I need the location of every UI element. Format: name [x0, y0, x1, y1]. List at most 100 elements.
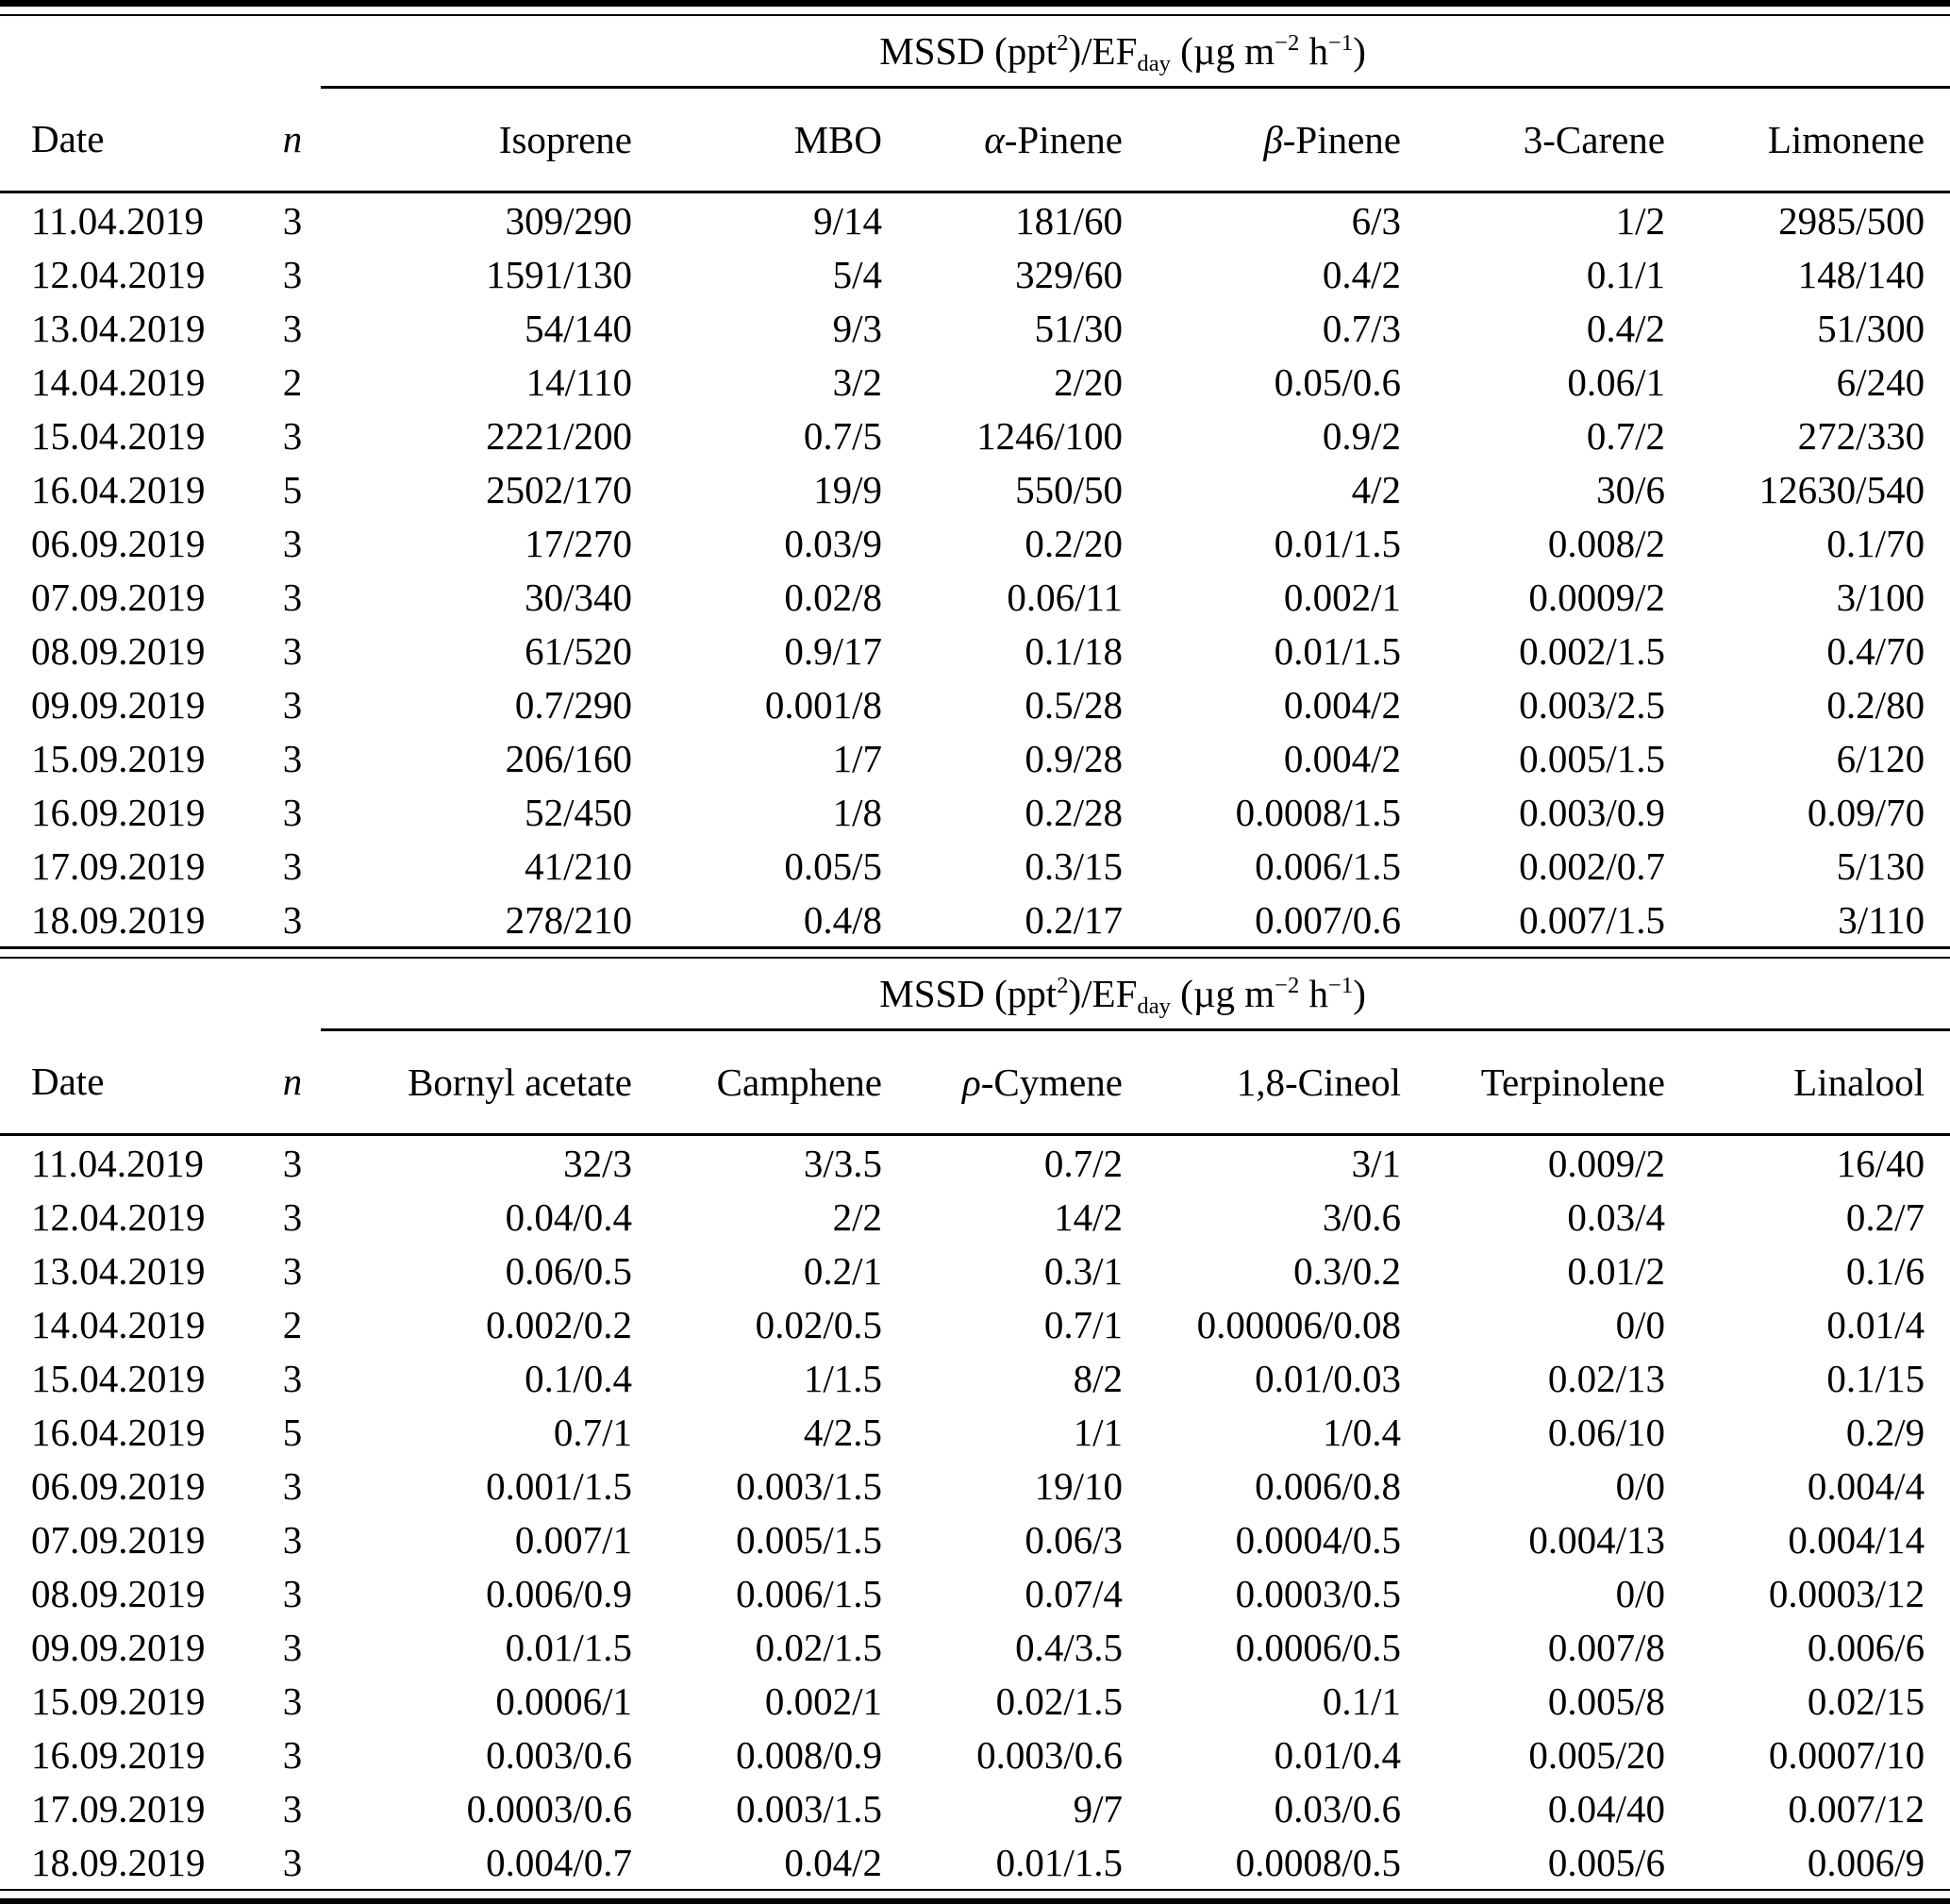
cell: 1/7	[832, 736, 882, 780]
cell: 206/160	[505, 736, 632, 780]
mssd-ef-table-upper: MSSD (ppt2)/EFday (µg m−2 h−1) Date n Isop…	[0, 16, 1950, 946]
cell: 12.04.2019	[31, 1194, 206, 1239]
cell: 41/210	[525, 843, 632, 888]
cell: 0.005/8	[1547, 1679, 1665, 1723]
cell: 4/2	[1351, 467, 1401, 511]
cell: 51/30	[1034, 306, 1123, 350]
table-row: 18.09.2019 3 0.004/0.7 0.04/2 0.01/1.5 0.0008…	[0, 1835, 1950, 1889]
cell: 14.04.2019	[31, 359, 206, 404]
unit-header-part: −1	[1328, 972, 1354, 998]
cell: 0.007/8	[1547, 1625, 1665, 1669]
table-row: 13.04.2019 3 54/140 9/3 51/30 0.7/3 0.4/2 51/30…	[0, 301, 1950, 355]
cell: 0.002/0.2	[486, 1302, 632, 1346]
cell: 0.006/6	[1807, 1625, 1925, 1669]
cell: 6/3	[1351, 198, 1401, 242]
cell: 0.0003/0.5	[1235, 1571, 1401, 1615]
cell: 0.9/17	[784, 628, 882, 673]
table-row: 12.04.2019 3 0.04/0.4 2/2 14/2 3/0.6 0.03/4 0.2…	[0, 1190, 1950, 1244]
cell: 0/0	[1615, 1571, 1665, 1615]
cell: 3	[282, 413, 303, 458]
cell: 0.06/0.5	[505, 1248, 632, 1293]
table-row: 13.04.2019 3 0.06/0.5 0.2/1 0.3/1 0.3/0.2 0.01…	[0, 1244, 1950, 1297]
bottom-rule-heavy	[0, 1898, 1950, 1904]
cell: 0.01/0.03	[1255, 1356, 1401, 1400]
cell: 1/1.5	[803, 1356, 882, 1400]
cell: 0.3/1	[1043, 1248, 1123, 1293]
table-row: 07.09.2019 3 30/340 0.02/8 0.06/11 0.002/1 0.0…	[0, 570, 1950, 624]
cell: 0/0	[1615, 1463, 1665, 1508]
cell: 0.006/1.5	[736, 1571, 882, 1615]
cell: 0.01/4	[1826, 1302, 1925, 1346]
cell: 0.0008/1.5	[1235, 790, 1401, 834]
cell: 0.003/0.6	[976, 1732, 1123, 1777]
cell: 0.006/9	[1807, 1840, 1925, 1884]
cell: 2/2	[832, 1194, 882, 1239]
cell: 06.09.2019	[31, 521, 206, 565]
cell: 54/140	[525, 306, 632, 350]
table-row: 16.09.2019 3 0.003/0.6 0.008/0.9 0.003/0.6 0.…	[0, 1728, 1950, 1781]
cell: 0.0003/12	[1768, 1571, 1925, 1615]
cell: 0.00006/0.08	[1196, 1302, 1401, 1346]
column-header: 3-Carene	[1401, 87, 1665, 193]
column-header: Camphene	[632, 1029, 882, 1136]
unit-header-row: MSSD (ppt2)/EFday (µg m−2 h−1)	[0, 16, 1950, 89]
cell: 0.2/7	[1845, 1194, 1925, 1239]
cell: 0.003/0.9	[1519, 790, 1665, 834]
column-header: Limonene	[1665, 87, 1950, 193]
table-row: 06.09.2019 3 0.001/1.5 0.003/1.5 19/10 0.006/…	[0, 1459, 1950, 1512]
cell: 329/60	[1015, 252, 1123, 296]
table-row: 16.04.2019 5 0.7/1 4/2.5 1/1 1/0.4 0.06/10 0.2/…	[0, 1405, 1950, 1459]
cell: 0.004/0.7	[486, 1840, 632, 1884]
cell: 1246/100	[976, 413, 1123, 458]
cell: 18.09.2019	[31, 897, 206, 942]
cell: 0.006/0.9	[486, 1571, 632, 1615]
unit-header-part: −2	[1275, 972, 1300, 998]
cell: 0.3/0.2	[1293, 1248, 1401, 1293]
cell: 0.0009/2	[1528, 575, 1665, 619]
cell: 0.008/2	[1547, 521, 1665, 565]
cell: 52/450	[525, 790, 632, 834]
cell: 2	[282, 359, 303, 404]
table-row: 06.09.2019 3 17/270 0.03/9 0.2/20 0.01/1.5 0.0…	[0, 516, 1950, 570]
cell: 0.1/0.4	[525, 1356, 632, 1400]
spacer-cell	[0, 959, 321, 1030]
cell: 3/100	[1836, 575, 1925, 619]
table-row: 12.04.2019 3 1591/130 5/4 329/60 0.4/2 0.1/1 14…	[0, 247, 1950, 301]
cell: 0.2/9	[1845, 1410, 1925, 1454]
cell: 15.04.2019	[31, 413, 206, 458]
cell: 0.0006/0.5	[1235, 1625, 1401, 1669]
table-row: 07.09.2019 3 0.007/1 0.005/1.5 0.06/3 0.0004/…	[0, 1512, 1950, 1566]
cell: 0.02/0.5	[755, 1302, 882, 1346]
cell: 3	[282, 682, 303, 727]
table-row: 08.09.2019 3 0.006/0.9 0.006/1.5 0.07/4 0.000…	[0, 1566, 1950, 1620]
cell: 3	[282, 306, 303, 350]
column-header-row: Date n Isoprene MBO α-Pinene β-Pinene 3-Carene…	[0, 87, 1950, 193]
cell: 0.4/8	[803, 897, 882, 942]
column-header: ρ-Cymene	[882, 1029, 1123, 1136]
cell: 0.01/1.5	[1274, 628, 1401, 673]
cell: 3	[282, 843, 303, 888]
table-row: 11.04.2019 3 32/3 3/3.5 0.7/2 3/1 0.009/2 16/40	[0, 1135, 1950, 1191]
column-header-row: Date n Bornyl acetate Camphene ρ-Cymene 1,8-C…	[0, 1029, 1950, 1136]
unit-header-part: )	[1353, 29, 1366, 73]
cell: 3	[282, 198, 303, 242]
cell: 5/4	[832, 252, 882, 296]
cell: 0.9/2	[1322, 413, 1401, 458]
cell: 0.04/2	[784, 1840, 882, 1884]
cell: 0.02/15	[1807, 1679, 1925, 1723]
table-row: 09.09.2019 3 0.7/290 0.001/8 0.5/28 0.004/2 0.…	[0, 677, 1950, 731]
cell: 16.04.2019	[31, 467, 206, 511]
column-header: β-Pinene	[1123, 87, 1401, 193]
cell: 15.09.2019	[31, 736, 206, 780]
cell: 0.2/1	[803, 1248, 882, 1293]
cell: 08.09.2019	[31, 628, 206, 673]
cell: 30/6	[1596, 467, 1665, 511]
column-header: α-Pinene	[882, 87, 1123, 193]
cell: 0.4/2	[1322, 252, 1401, 296]
top-rule-thin	[0, 14, 1950, 16]
cell: 0.2/80	[1826, 682, 1925, 727]
cell: 181/60	[1015, 198, 1123, 242]
unit-header-part: (µg m	[1170, 29, 1275, 73]
column-header: Date	[0, 1029, 264, 1136]
cell: 0.04/0.4	[505, 1194, 632, 1239]
